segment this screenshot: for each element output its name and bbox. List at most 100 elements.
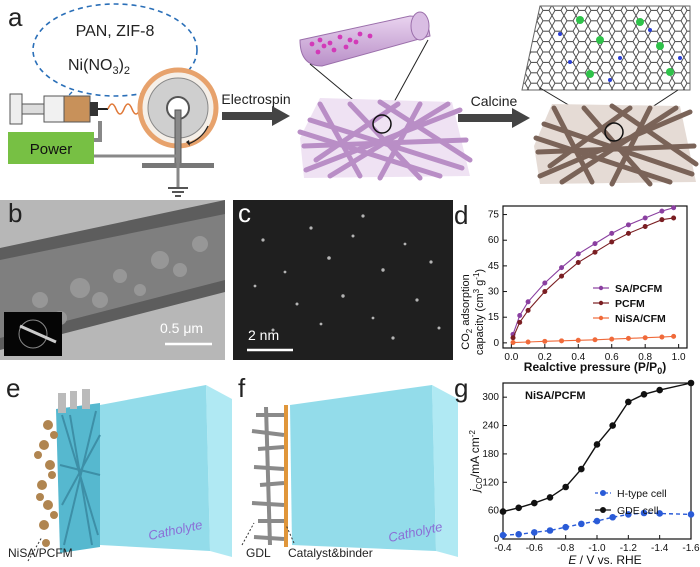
y-tick-label: 240 bbox=[482, 421, 499, 432]
chart-d-ylabel-2: capacity (cm3 g-1) bbox=[472, 269, 486, 355]
data-point bbox=[659, 217, 665, 223]
data-point bbox=[515, 504, 522, 512]
x-tick-label: 0.8 bbox=[638, 352, 652, 363]
data-point bbox=[625, 398, 632, 406]
step-electrospin: Electrospin bbox=[221, 91, 290, 107]
y-tick-label: 60 bbox=[488, 506, 500, 517]
data-point bbox=[531, 529, 538, 536]
data-point bbox=[592, 249, 598, 255]
bubble-text-2: PAN, ZIF-8 Ni(NO3)2 bbox=[68, 57, 130, 77]
data-point bbox=[578, 520, 585, 528]
step-calcine: Calcine bbox=[471, 93, 518, 109]
data-point bbox=[542, 280, 548, 286]
legend-label: GDE cell bbox=[617, 505, 658, 517]
syringe-icon bbox=[9, 93, 108, 125]
label-catalyst-binder: Catalyst&binder bbox=[288, 546, 373, 560]
chart-g-inset-title: NiSA/PCFM bbox=[525, 390, 586, 402]
data-point bbox=[609, 513, 616, 521]
fiber-mat-brown bbox=[533, 103, 699, 187]
graphene-sheet-inset bbox=[521, 5, 691, 91]
plot-frame bbox=[502, 382, 692, 540]
data-point bbox=[575, 251, 581, 257]
chart-d-ylabel-1: CO2 adsorption bbox=[460, 274, 474, 349]
data-point bbox=[625, 222, 631, 228]
data-point bbox=[578, 465, 585, 473]
data-point bbox=[525, 339, 531, 345]
data-point bbox=[609, 336, 615, 342]
data-point bbox=[659, 208, 665, 214]
x-tick-label: -0.4 bbox=[494, 543, 512, 554]
x-tick-label: 0.0 bbox=[504, 352, 518, 363]
arrow-electrospin bbox=[222, 106, 290, 126]
data-point bbox=[593, 517, 601, 525]
data-point bbox=[542, 289, 548, 295]
x-tick-label: -1.4 bbox=[651, 543, 669, 554]
x-tick-label: -1.6 bbox=[682, 543, 700, 554]
data-point bbox=[609, 422, 616, 429]
panel-label-d: d bbox=[454, 200, 469, 230]
data-point bbox=[687, 511, 695, 518]
data-point bbox=[499, 531, 507, 539]
data-point bbox=[559, 338, 565, 344]
haadf-scale-bar-label: 2 nm bbox=[248, 327, 280, 343]
arrow-calcine bbox=[458, 108, 530, 128]
series-line bbox=[512, 207, 674, 335]
legend-label: NiSA/CFM bbox=[615, 313, 666, 325]
x-tick-label: 0.4 bbox=[571, 352, 585, 363]
data-point bbox=[656, 510, 663, 517]
data-point bbox=[562, 523, 569, 531]
cell-f-illustration bbox=[241, 385, 458, 557]
data-point bbox=[642, 215, 648, 221]
data-point bbox=[609, 239, 615, 245]
power-supply bbox=[8, 132, 94, 164]
data-point bbox=[517, 312, 523, 318]
tem-scale-bar-label: 0.5 μm bbox=[160, 320, 204, 336]
chart-d-xlabel: Realctive pressure (P/P0) bbox=[524, 360, 666, 375]
data-point bbox=[546, 527, 554, 534]
data-point bbox=[640, 509, 648, 517]
data-point bbox=[671, 205, 677, 211]
data-point bbox=[559, 265, 565, 271]
panel-label-a: a bbox=[8, 2, 23, 32]
label-gdl: GDL bbox=[246, 546, 271, 560]
data-point bbox=[656, 386, 663, 394]
panel-label-g: g bbox=[454, 373, 469, 403]
data-point bbox=[546, 494, 554, 501]
data-point bbox=[592, 241, 598, 247]
data-point bbox=[625, 335, 631, 341]
data-point bbox=[671, 215, 677, 221]
fiber-tube-inset bbox=[299, 11, 431, 67]
panel-label-f: f bbox=[238, 373, 246, 403]
y-tick-label: 60 bbox=[488, 235, 500, 246]
panel-label-e: e bbox=[6, 373, 21, 403]
data-point bbox=[687, 379, 695, 387]
y-tick-label: 45 bbox=[488, 261, 500, 272]
chart-g: -0.4 -0.6 -0.8 -1.0 -1.2 -1.4 -1.6 0 60 120 180 240… bbox=[468, 379, 700, 567]
data-point bbox=[515, 530, 522, 538]
haadf-image bbox=[233, 200, 453, 360]
cell-e-illustration bbox=[27, 385, 232, 562]
data-point bbox=[510, 340, 516, 346]
data-point bbox=[559, 273, 565, 279]
x-tick-label: -0.8 bbox=[557, 543, 575, 554]
legend-label: PCFM bbox=[615, 298, 645, 310]
x-tick-label: -0.6 bbox=[526, 543, 544, 554]
data-point bbox=[625, 230, 631, 236]
legend-marker bbox=[598, 285, 604, 291]
panel-label-b: b bbox=[8, 198, 23, 228]
data-point bbox=[525, 307, 531, 313]
data-point bbox=[531, 499, 538, 507]
chart-d: 0.0 0.2 0.4 0.6 0.8 1.0 0 15 30 45 60 75 SA/PCFM PCF… bbox=[460, 205, 688, 375]
y-tick-label: 0 bbox=[493, 338, 499, 349]
bubble-text-1: PAN, ZIF-8 bbox=[76, 23, 155, 40]
legend-marker bbox=[598, 300, 604, 306]
data-point bbox=[575, 259, 581, 265]
y-tick-label: 300 bbox=[482, 392, 499, 403]
data-point bbox=[517, 319, 523, 325]
legend-label: H-type cell bbox=[617, 488, 667, 500]
data-point bbox=[542, 338, 548, 344]
tem-image bbox=[0, 200, 225, 360]
y-tick-label: 30 bbox=[488, 287, 500, 298]
plot-frame bbox=[502, 205, 688, 349]
y-tick-label: 15 bbox=[488, 312, 500, 323]
